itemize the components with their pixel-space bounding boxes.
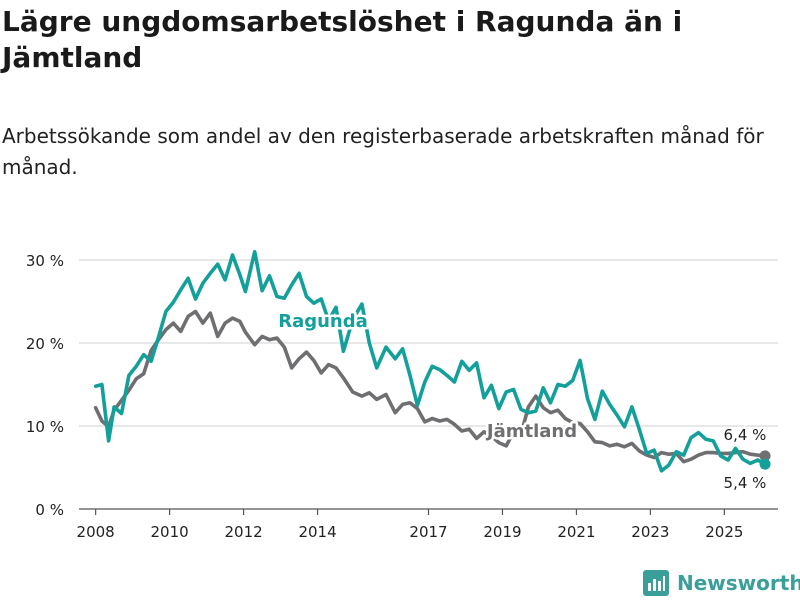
y-axis-ticks: 0 % 10 % 20 % 30 %	[26, 252, 64, 519]
newsworthy-logo[interactable]: Newsworthy	[643, 568, 800, 598]
chart-title: Lägre ungdomsarbetslöshet i Ragunda än i…	[2, 5, 683, 74]
x-tick-label: 2012	[224, 523, 262, 541]
brand-name: Newsworthy	[677, 571, 800, 595]
x-tick-label: 2021	[557, 523, 595, 541]
x-tick-label: 2010	[151, 523, 189, 541]
series-lines	[93, 249, 771, 473]
x-tick-label: 2019	[483, 523, 521, 541]
end-label-ragunda: 5,4 %	[724, 474, 767, 492]
y-tick-label: 10 %	[26, 418, 64, 436]
x-tick-label: 2008	[77, 523, 115, 541]
y-tick-label: 0 %	[35, 501, 64, 519]
x-tick-label: 2025	[705, 523, 743, 541]
series-label-jamtland: Jämtland	[485, 421, 577, 442]
end-point-jamtland	[759, 450, 771, 462]
end-label-jamtland: 6,4 %	[724, 426, 767, 444]
x-tick-label: 2014	[298, 523, 336, 541]
series-labels: Ragunda Jämtland 6,4 % 5,4 %	[276, 309, 769, 495]
newsworthy-icon	[643, 570, 669, 596]
x-tick-label: 2023	[631, 523, 669, 541]
series-line-jamtland	[93, 309, 767, 464]
y-tick-label: 30 %	[26, 252, 64, 270]
end-point-ragunda	[759, 458, 771, 470]
chart-subtitle: Arbetssökande som andel av den registerb…	[2, 124, 764, 179]
x-axis-ticks: 2008 2010 2012 2014 2017 2019 2021 2023 2025	[77, 509, 743, 541]
y-tick-label: 20 %	[26, 335, 64, 353]
series-label-ragunda: Ragunda	[278, 311, 368, 332]
x-tick-label: 2017	[409, 523, 447, 541]
series-line-ragunda	[93, 249, 767, 473]
gridlines	[79, 259, 778, 427]
